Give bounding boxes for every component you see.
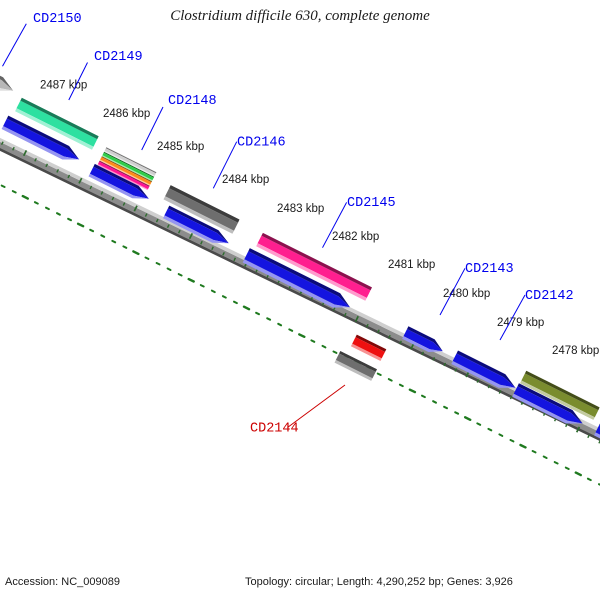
svg-text:2483 kbp: 2483 kbp — [277, 203, 324, 215]
svg-text:CD2143: CD2143 — [465, 262, 514, 277]
svg-text:2481 kbp: 2481 kbp — [388, 259, 435, 271]
svg-text:2484 kbp: 2484 kbp — [222, 174, 269, 186]
svg-text:Accession: NC_009089: Accession: NC_009089 — [5, 576, 120, 588]
svg-text:2485 kbp: 2485 kbp — [157, 141, 204, 153]
svg-text:CD2146: CD2146 — [237, 136, 286, 151]
svg-text:2480 kbp: 2480 kbp — [443, 288, 490, 300]
svg-text:CD2144: CD2144 — [250, 422, 299, 437]
svg-text:Topology: circular; Length: 4,: Topology: circular; Length: 4,290,252 bp… — [245, 576, 513, 588]
svg-text:2487 kbp: 2487 kbp — [40, 80, 87, 92]
svg-text:Clostridium difficile 630, com: Clostridium difficile 630, complete geno… — [170, 8, 430, 24]
svg-text:CD2150: CD2150 — [33, 12, 82, 27]
svg-text:2478 kbp: 2478 kbp — [552, 345, 599, 357]
svg-text:CD2149: CD2149 — [94, 50, 143, 65]
svg-text:2479 kbp: 2479 kbp — [497, 317, 544, 329]
svg-text:CD2145: CD2145 — [347, 196, 396, 211]
svg-text:CD2148: CD2148 — [168, 94, 217, 109]
svg-text:CD2142: CD2142 — [525, 289, 574, 304]
svg-text:2486 kbp: 2486 kbp — [103, 108, 150, 120]
svg-text:2482 kbp: 2482 kbp — [332, 231, 379, 243]
